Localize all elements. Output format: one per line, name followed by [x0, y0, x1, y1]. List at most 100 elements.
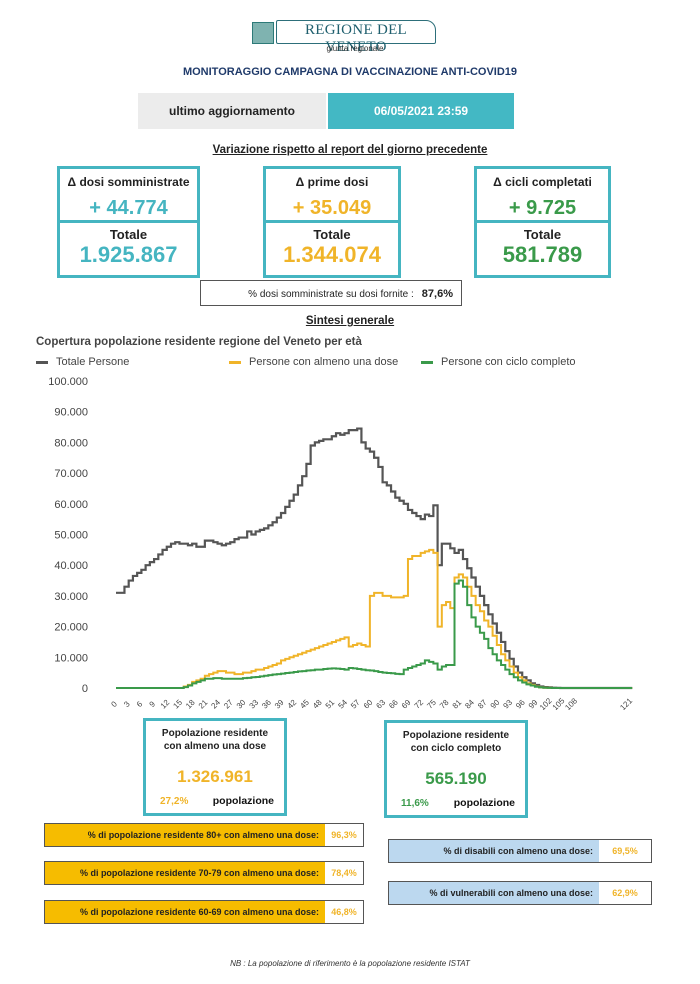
y-tick-label: 0: [82, 683, 88, 695]
x-tick-label: 66: [387, 698, 400, 710]
fragile-bar-value: 62,9%: [599, 882, 651, 904]
age-bar-60-69: % di popolazione residente 60-69 con alm…: [44, 900, 364, 924]
x-tick-label: 15: [171, 698, 184, 710]
kpi-first-doses: Δ prime dosi + 35.049 Totale 1.344.074: [263, 166, 401, 278]
summary-label-line2: con almeno una dose: [163, 741, 267, 752]
age-bar-value: 46,8%: [325, 901, 363, 923]
x-tick-label: 57: [349, 698, 362, 710]
update-value: 06/05/2021 23:59: [328, 93, 514, 129]
lion-emblem-icon: [252, 22, 274, 44]
x-tick-label: 81: [451, 698, 464, 710]
kpi-delta: + 44.774: [89, 197, 168, 219]
x-tick-label: 27: [222, 698, 235, 710]
age-bar-80plus: % di popolazione residente 80+ con almen…: [44, 823, 364, 847]
x-tick-label: 54: [336, 698, 349, 710]
vulnerable-bar: % di vulnerabili con almeno una dose: 62…: [388, 881, 652, 905]
x-tick-label: 18: [184, 698, 197, 710]
chart-title: Copertura popolazione residente regione …: [36, 336, 362, 348]
y-tick-label: 30.000: [54, 591, 88, 603]
kpi-delta: + 9.725: [508, 197, 577, 219]
doses-percentage-label: % dosi somministrate su dosi fornite :: [248, 289, 414, 300]
summary-complete-cycle: Popolazione residente con ciclo completo …: [384, 720, 528, 818]
x-tick-label: 93: [501, 698, 514, 710]
kpi-total-label: Totale: [523, 227, 562, 242]
legend-item-total: Totale Persone: [36, 356, 129, 368]
x-tick-label: 9: [148, 699, 158, 709]
x-tick-label: 60: [362, 698, 375, 710]
x-tick-label: 24: [209, 698, 222, 710]
x-tick-label: 51: [324, 698, 337, 710]
y-tick-label: 80.000: [54, 437, 88, 449]
y-tick-label: 20.000: [54, 622, 88, 634]
org-subtitle: giunta regionale: [326, 44, 384, 53]
legend-swatch: [421, 360, 433, 364]
y-tick-label: 90.000: [54, 407, 88, 419]
x-tick-label: 42: [286, 698, 299, 710]
age-bar-value: 96,3%: [325, 824, 363, 846]
x-tick-label: 48: [311, 698, 324, 710]
summary-value: 1.326.961: [177, 767, 253, 786]
summary-title: Sintesi generale: [305, 315, 395, 327]
y-tick-label: 70.000: [54, 468, 88, 480]
summary-label-line1: Popolazione residente: [161, 728, 269, 739]
kpi-completed-cycles: Δ cicli completati + 9.725 Totale 581.78…: [474, 166, 611, 278]
disabled-bar: % di disabili con almeno una dose: 69,5%: [388, 839, 652, 863]
x-tick-label: 78: [438, 698, 451, 710]
x-tick-label: 99: [527, 698, 540, 710]
x-tick-label: 6: [135, 699, 145, 709]
y-tick-label: 50.000: [54, 530, 88, 542]
y-tick-label: 40.000: [54, 560, 88, 572]
x-tick-label: 45: [298, 698, 311, 710]
legend-label: Persone con almeno una dose: [249, 356, 399, 368]
x-tick-label: 90: [489, 698, 502, 710]
summary-value: 565.190: [425, 769, 487, 788]
x-tick-label: 0: [109, 699, 119, 709]
y-tick-label: 60.000: [54, 499, 88, 511]
footnote: NB : La popolazione di riferimento è la …: [230, 959, 470, 968]
x-tick-label: 84: [463, 698, 476, 710]
age-bar-label: % di popolazione residente 80+ con almen…: [45, 824, 325, 846]
kpi-label: Δ cicli completati: [493, 175, 592, 189]
age-bar-label: % di popolazione residente 70-79 con alm…: [45, 862, 325, 884]
org-name: REGIONE DEL VENETO: [304, 22, 408, 55]
age-bar-value: 78,4%: [325, 862, 363, 884]
logo-wordmark-box: REGIONE DEL VENETO: [276, 20, 436, 55]
legend-label: Totale Persone: [56, 356, 130, 368]
fragile-bar-label: % di vulnerabili con almeno una dose:: [389, 882, 599, 904]
legend-label: Persone con ciclo completo: [441, 356, 576, 368]
update-label: ultimo aggiornamento: [138, 93, 326, 129]
x-tick-label: 63: [374, 698, 387, 710]
variation-title: Variazione rispetto al report del giorno…: [212, 144, 488, 156]
series-line-persone-con-ciclo-completo: [116, 579, 633, 689]
summary-percentage: 11,6%: [401, 798, 429, 809]
legend-item-one-dose: Persone con almeno una dose: [229, 356, 398, 368]
summary-label-line1: Popolazione residente: [402, 730, 510, 741]
summary-percentage: 27,2%: [160, 796, 189, 807]
kpi-doses: Δ dosi somministrate + 44.774 Totale 1.9…: [57, 166, 200, 278]
legend-item-complete: Persone con ciclo completo: [421, 356, 576, 368]
kpi-total: 1.925.867: [79, 242, 178, 267]
fragile-bar-label: % di disabili con almeno una dose:: [389, 840, 599, 862]
region-logo: REGIONE DEL VENETO giunta regionale: [252, 20, 437, 60]
x-tick-label: 121: [618, 696, 634, 710]
fragile-bar-value: 69,5%: [599, 840, 651, 862]
age-bar-label: % di popolazione residente 60-69 con alm…: [45, 901, 325, 923]
summary-one-dose: Popolazione residente con almeno una dose…: [143, 718, 287, 816]
doses-percentage-value: 87,6%: [421, 288, 453, 300]
legend-swatch: [36, 360, 48, 364]
x-tick-label: 72: [413, 698, 426, 710]
x-tick-label: 87: [476, 698, 489, 710]
x-tick-label: 39: [273, 698, 286, 710]
y-tick-label: 10.000: [54, 652, 88, 664]
kpi-delta: + 35.049: [292, 197, 372, 219]
legend-swatch: [229, 360, 241, 364]
x-tick-label: 108: [563, 696, 579, 710]
series-line-totale-persone: [116, 427, 633, 690]
kpi-total: 581.789: [502, 242, 583, 267]
kpi-total-label: Totale: [109, 227, 148, 242]
series-line-persone-con-almeno-una-dose: [116, 548, 633, 689]
kpi-total: 1.344.074: [283, 242, 381, 267]
x-tick-label: 12: [159, 698, 172, 710]
x-tick-label: 69: [400, 698, 413, 710]
x-tick-label: 33: [248, 698, 261, 710]
